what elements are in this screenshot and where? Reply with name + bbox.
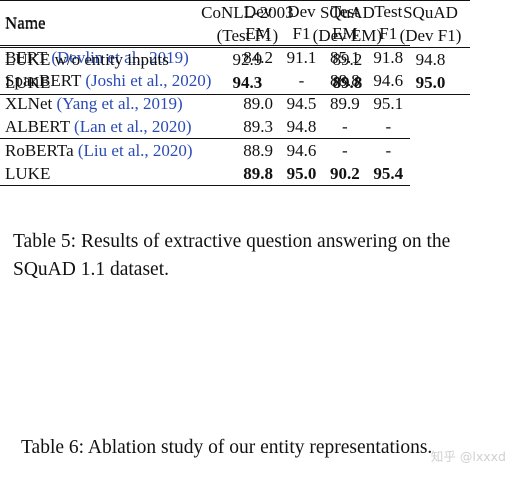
test-f1-cell: 91.8 [373,47,404,67]
dev-em-cell: 88.9 [243,140,273,160]
dev-f1-cell: 91.1 [286,47,317,67]
test-f1-cell: 95.1 [373,93,404,113]
dev-em-cell: 89.8 [243,163,273,183]
table-row: RoBERTa (Liu et al., 2020) 88.9 94.6 - - [0,138,410,163]
table-row: ALBERT (Lan et al., 2020) 89.3 94.8 - - [0,115,410,139]
table-5-block: Name Dev Dev Test Test EM F1 EM F1 BERT … [0,0,410,186]
table-5-header-row-1: Name Dev Dev Test Test [0,0,410,32]
table-5-header-test-em-l2: EM [332,24,358,43]
row-model: LUKE [0,162,236,186]
table-5-caption: Table 5: Results of extractive question … [13,231,451,280]
table-5-header-row-2: EM F1 EM F1 [0,23,410,46]
table-6: Name CoNLL-2003 SQuAD SQuAD (Test F1) (D… [0,0,470,95]
table-6-header-squad-f1-l2: (Dev F1) [399,25,462,45]
row-model: ALBERT (Lan et al., 2020) [0,115,236,139]
model-name: RoBERTa [5,140,74,160]
table-row: XLNet (Yang et al., 2019) 89.0 94.5 89.9… [0,92,410,115]
dev-f1-cell: 95.0 [286,163,317,183]
table-row: SpanBERT (Joshi et al., 2020) - - 88.8 9… [0,69,410,92]
model-name: BERT [5,47,48,67]
test-em-cell: - [342,116,348,136]
citation-link[interactable]: (Liu et al., 2020) [77,140,193,160]
citation-link[interactable]: (Devlin et al., 2019) [51,47,189,67]
dev-f1-cell: 94.6 [286,140,317,160]
table-6-header-conll-l1: CoNLL-2003 [201,2,294,22]
citation-link[interactable]: (Joshi et al., 2020) [85,70,212,90]
table-5-header-test-f1-l2: F1 [379,24,398,43]
table-6-header-conll-l2: (Test F1) [216,25,279,45]
table-row: BERT (Devlin et al., 2019) 84.2 91.1 85.… [0,45,410,70]
model-name: SpanBERT [5,70,82,90]
dev-em-cell: - [255,70,261,90]
test-f1-cell: 94.6 [373,70,404,90]
table-5-header-dev-em-l2: EM [245,24,271,43]
test-em-cell: 89.9 [330,93,360,113]
squad-em-cell: 89.8 [332,72,363,92]
conll-cell: 92.9 [232,49,263,69]
squad-em-cell: 89.2 [332,49,363,69]
model-name: XLNet [5,93,53,113]
row-model: SpanBERT (Joshi et al., 2020) [0,69,236,92]
citation-link[interactable]: (Lan et al., 2020) [74,116,192,136]
table-row: LUKE w/o entity inputs 92.9 89.2 94.8 [0,47,470,72]
dev-em-cell: 89.0 [243,93,273,113]
table-5-header-dev-f1-l2: F1 [292,24,311,43]
dev-f1-cell: 94.5 [286,93,317,113]
squad-f1-cell: 95.0 [415,72,446,92]
dev-em-cell: 89.3 [243,116,273,136]
test-em-cell: - [342,140,348,160]
row-model: RoBERTa (Liu et al., 2020) [0,139,236,163]
dev-f1-cell: - [298,70,305,90]
citation-link[interactable]: (Yang et al., 2019) [56,93,183,113]
table-5: Name Dev Dev Test Test EM F1 EM F1 BERT … [0,0,410,186]
table-row-luke: LUKE 94.3 89.8 95.0 [0,71,470,95]
dev-em-cell: 84.2 [243,47,273,67]
row-model: XLNet (Yang et al., 2019) [0,92,236,115]
table-6-caption: Table 6: Ablation study of our entity re… [21,437,433,458]
test-em-cell: 88.8 [330,70,360,90]
dev-f1-cell: 94.8 [286,116,317,136]
row-name: LUKE [5,72,51,92]
row-model: BERT (Devlin et al., 2019) [0,46,236,70]
squad-f1-cell: 94.8 [415,49,446,69]
test-f1-cell: - [385,140,392,160]
table-5-header-name: Name [5,13,46,32]
test-f1-cell: - [385,116,392,136]
table-6-header-squad-em-l2: (Dev EM) [312,25,383,45]
table-6-block: Name CoNLL-2003 SQuAD SQuAD (Test F1) (D… [0,0,470,95]
table-row-luke: LUKE 89.8 95.0 90.2 95.4 [0,162,410,186]
table-5-header-dev-em-l1: Dev [243,2,273,21]
model-name: LUKE [5,163,51,183]
row-name: LUKE w/o entity inputs [5,49,169,69]
table-6-header-row-1: Name CoNLL-2003 SQuAD SQuAD [0,0,470,33]
test-em-cell: 85.1 [330,47,360,67]
conll-cell: 94.3 [232,72,263,92]
test-em-cell: 90.2 [330,163,360,183]
watermark: 知乎 @lxxxd [430,449,506,464]
table-5-header-test-f1-l1: Test [374,2,403,21]
table-5-header-dev-f1-l1: Dev [287,2,316,21]
table-6-header-row-2: (Test F1) (Dev EM) (Dev F1) [0,24,470,48]
table-6-header-squad-em-l1: SQuAD [319,2,375,22]
table-6-header-name: Name [5,14,46,33]
table-5-header-test-em-l1: Test [330,2,359,21]
model-name: ALBERT [5,116,70,136]
test-f1-cell: 95.4 [373,163,404,183]
table-6-header-squad-f1-l1: SQuAD [403,2,458,22]
